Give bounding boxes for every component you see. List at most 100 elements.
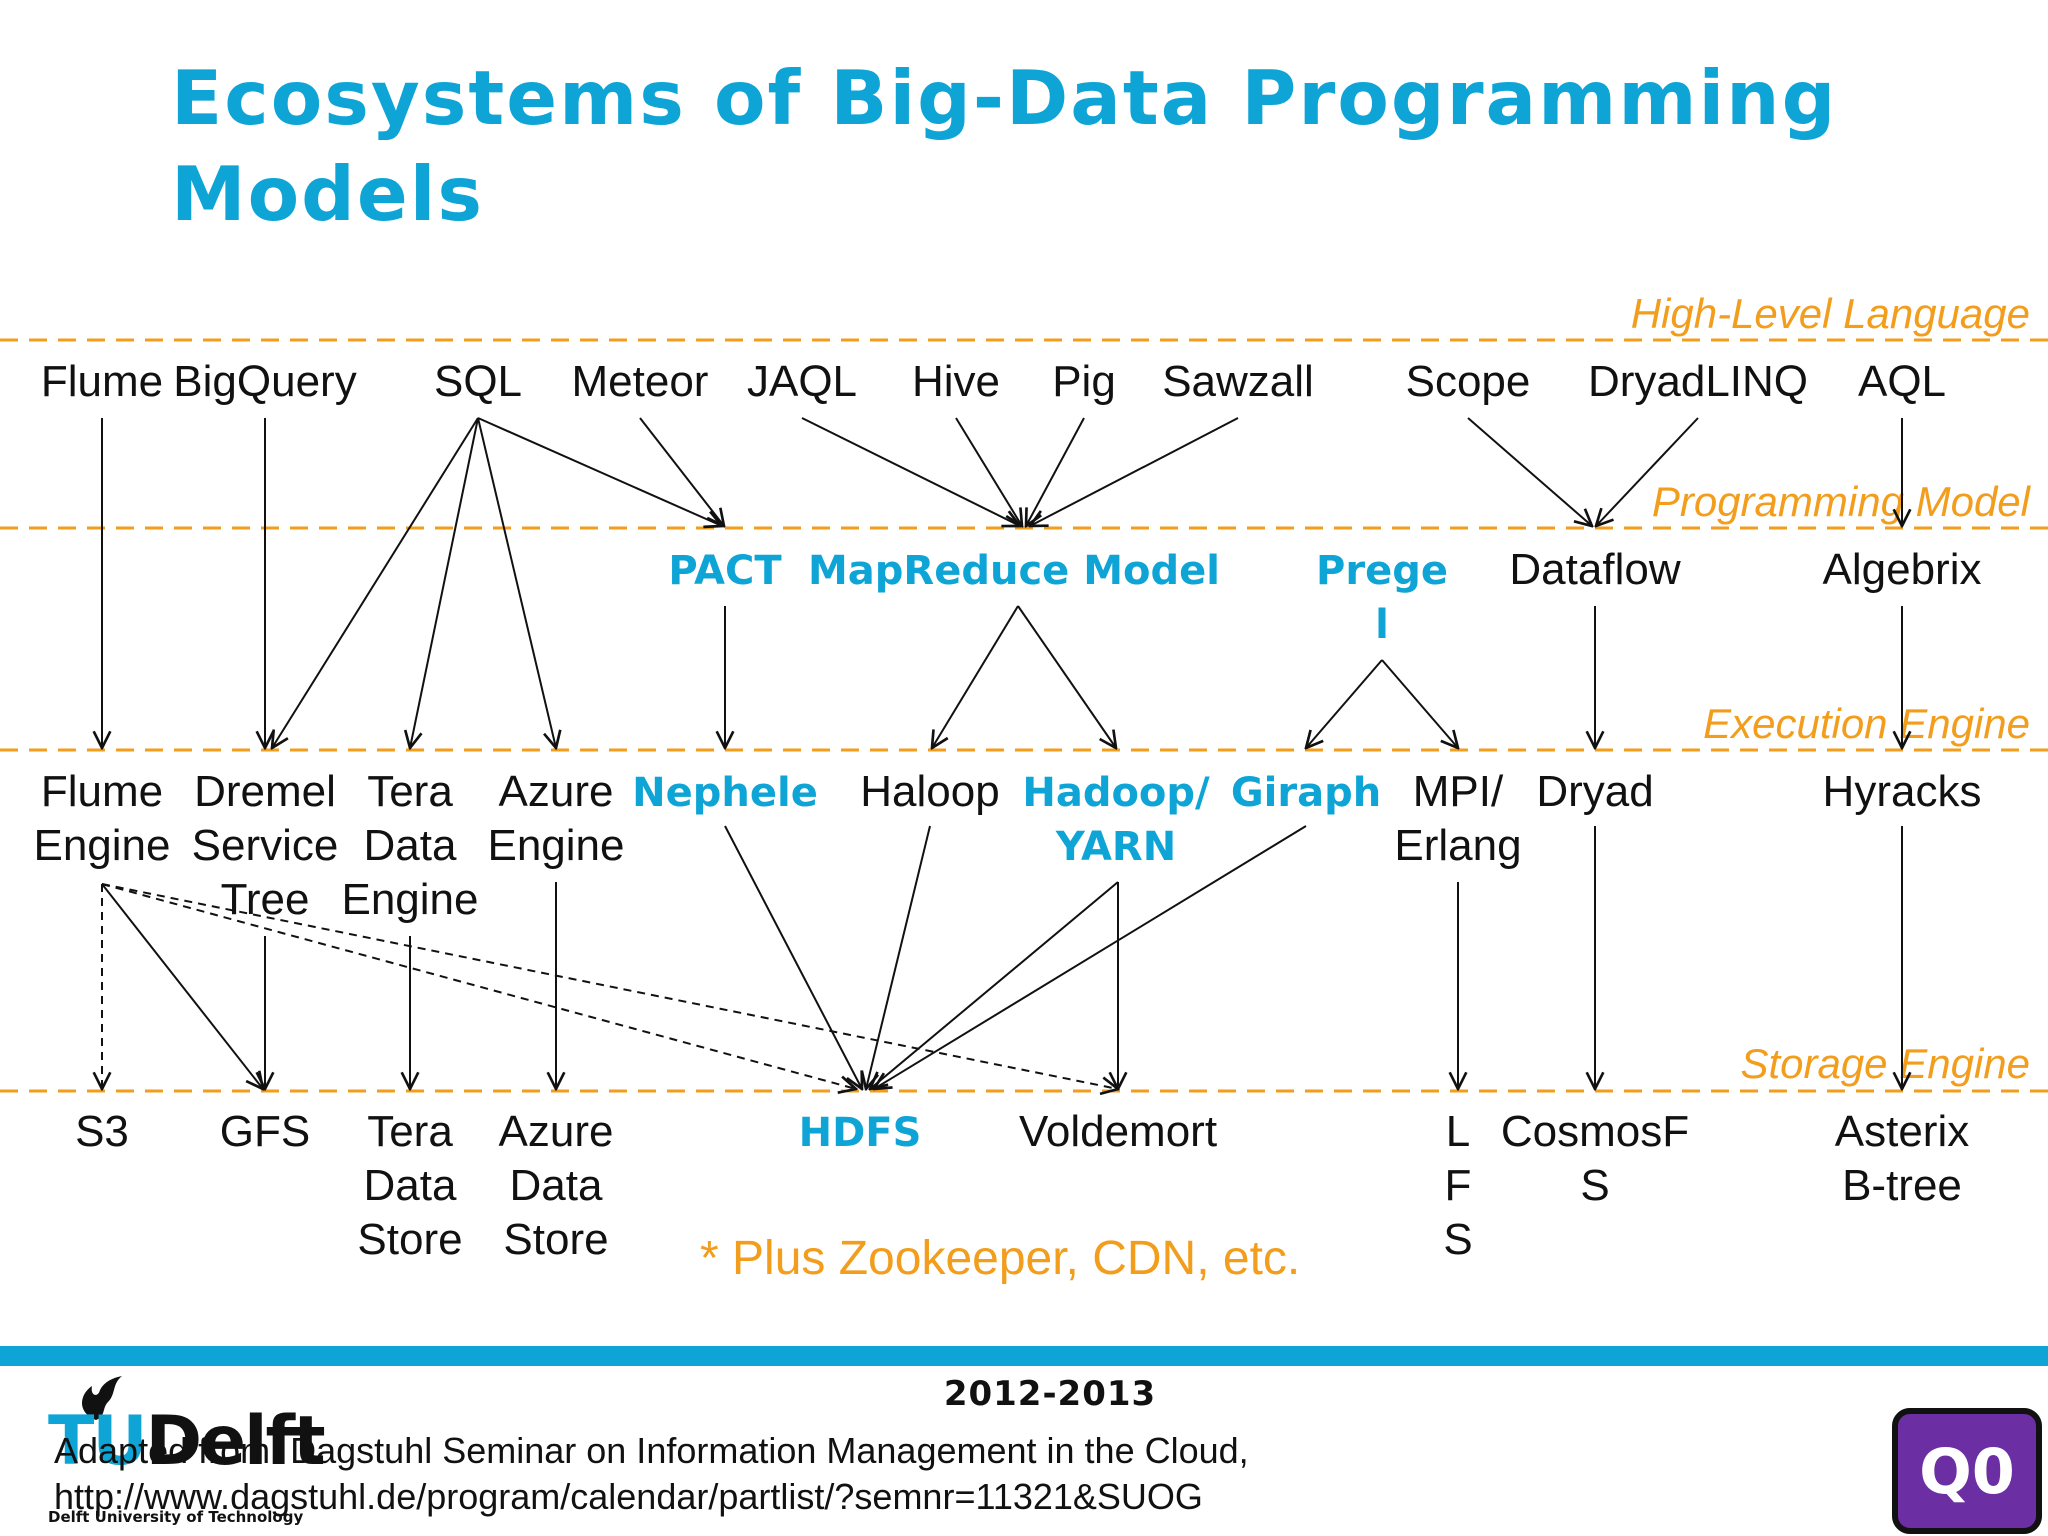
node-gfs: GFS [220,1107,310,1156]
arrow-pregel-to-mpi [1381,659,1458,748]
arrow-hadoop-to-hdfs [870,881,1119,1089]
label-line: Data [364,1161,457,1210]
arrow-sawzall-to-mapreduce [1030,417,1239,526]
tudelft-logo: TUDelft Delft University of Technology [48,1372,328,1526]
label-line: Asterix [1835,1107,1969,1156]
label-line: l [1375,602,1389,648]
node-bigquery: BigQuery [173,357,356,406]
arrow-sql-to-dremel [272,417,479,748]
node-azure-engine: Azure Engine [487,767,624,870]
label-line: Azure [499,1107,614,1156]
arrow-haloop-to-hdfs [866,825,931,1089]
label-line: YARN [1055,824,1176,870]
node-dryadlinq: DryadLINQ [1588,357,1808,406]
node-azure-data-store: Azure Data Store [499,1107,614,1264]
layer-label-execution-engine: Execution Engine [1703,700,2030,747]
execution-engines: Flume Engine Dremel Service Tree Tera Data En… [33,767,1981,924]
node-asterix-btree: Asterix B-tree [1835,1107,1969,1210]
logo-wordmark: TUDelft [48,1402,326,1481]
arrow-scope-to-dataflow [1467,417,1592,526]
label-line: S [1580,1161,1609,1210]
node-cosmosfs: CosmosF S [1501,1107,1689,1210]
layer-label-storage-engine: Storage Engine [1740,1040,2030,1087]
label-line: L [1446,1107,1470,1156]
label-line: Tree [221,875,310,924]
label-line: Flume [41,767,163,816]
label-line: Store [357,1215,462,1264]
arrow-flume-engine-to-gfs [101,883,263,1089]
label-line: Hadoop/ [1022,770,1210,816]
node-algebrix: Algebrix [1823,545,1982,594]
source-line-1: Adapted from: Dagstuhl Seminar on Inform… [54,1430,1249,1471]
label-line: Engine [33,821,170,870]
label-line: Data [364,821,457,870]
footnote-note: * Plus Zookeeper, CDN, etc. [700,1232,1300,1285]
node-pig: Pig [1052,357,1116,406]
node-nephele: Nephele [632,770,818,816]
arrow-pig-to-mapreduce [1026,417,1085,526]
node-aql: AQL [1858,357,1946,406]
footer-bar [0,1346,2048,1366]
flame-icon [82,1376,122,1420]
label-line: Dremel [194,767,336,816]
arrow-giraph-to-hdfs [874,825,1307,1089]
source-link[interactable]: http://www.dagstuhl.de/program/calendar/… [54,1476,1203,1517]
node-pregel: Prege l [1316,548,1448,648]
arrow-mapreduce-to-hadoop [1017,605,1116,748]
layer-label-programming-model: Programming Model [1652,478,2032,525]
label-line: Prege [1316,548,1448,594]
label-line: Service [192,821,339,870]
node-meteor: Meteor [572,357,709,406]
node-dryad: Dryad [1536,767,1653,816]
arrow-sql-to-azure [477,417,556,748]
layer-label-high-level: High-Level Language [1631,290,2030,337]
node-hdfs: HDFS [799,1110,922,1156]
node-hive: Hive [912,357,1000,406]
node-haloop: Haloop [860,767,999,816]
label-line: CosmosF [1501,1107,1689,1156]
node-jaql: JAQL [747,357,857,406]
node-sawzall: Sawzall [1162,357,1314,406]
label-line: Engine [487,821,624,870]
node-tera-data-store: Tera Data Store [357,1107,462,1264]
arrow-hive-to-mapreduce [955,417,1022,526]
source-citation: Adapted from: Dagstuhl Seminar on Inform… [54,1428,1249,1520]
label-line: Store [503,1215,608,1264]
arrow-meteor-to-pact [639,417,724,526]
label-line: MPI/ [1413,767,1504,816]
arrow-sql-to-teradata [410,417,479,748]
arrow-nephele-to-hdfs [724,825,862,1089]
node-hadoop-yarn: Hadoop/YARN [1022,770,1210,870]
arrows [101,417,1902,1089]
logo-subtitle: Delft University of Technology [48,1508,304,1526]
label-line: Erlang [1394,821,1521,870]
node-mapreduce-model: MapReduce Model [808,548,1220,594]
label-line: Tera [367,767,453,816]
label-line: Tera [367,1107,453,1156]
node-tera-data-engine: Tera Data Engine [341,767,478,924]
node-voldemort: Voldemort [1019,1107,1217,1156]
label-line: S [1443,1215,1472,1264]
node-s3: S3 [75,1107,129,1156]
node-dataflow: Dataflow [1509,545,1680,594]
programming-models: PACT MapReduce Model Prege l Dataflow Alg… [668,545,1981,648]
label-line: F [1445,1161,1472,1210]
arrow-jaql-to-mapreduce [801,417,1020,526]
node-giraph: Giraph [1231,770,1381,816]
arrow-sql-to-pact [477,417,722,526]
layer-lines [0,338,2048,1093]
node-pact: PACT [668,548,782,594]
node-scope: Scope [1406,357,1531,406]
label-line: B-tree [1842,1161,1962,1210]
label-line: Azure [499,767,614,816]
node-flume-engine: Flume Engine [33,767,170,870]
footer-year: 2012-2013 [943,1374,1157,1414]
high-level-languages: Flume BigQuery SQL Meteor JAQL Hive Pig … [41,357,1946,406]
ecosystem-diagram: High-Level Language Programming Model Ex… [0,290,2048,1285]
node-mpi-erlang: MPI/Erlang [1394,767,1521,870]
arrow-mapreduce-to-haloop [932,605,1019,748]
slide-badge: Q0 [1892,1408,2042,1534]
arrow-dryadlinq-to-dataflow [1596,417,1699,526]
node-dremel-service-tree: Dremel Service Tree [192,767,339,924]
